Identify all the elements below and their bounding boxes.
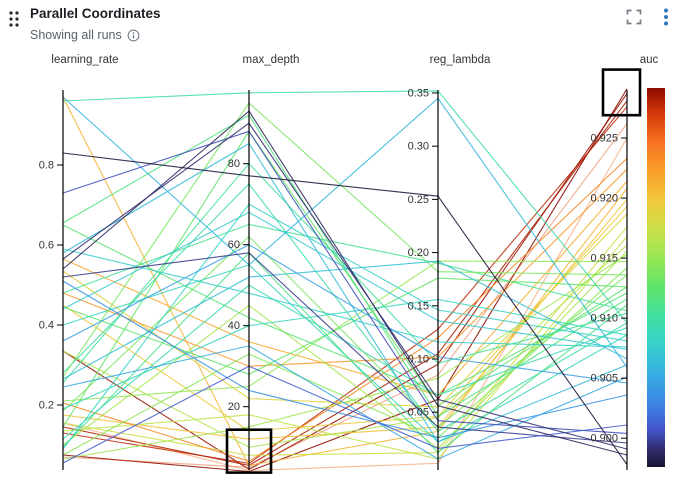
run-line (62, 137, 628, 472)
run-line (62, 277, 628, 375)
axis-auc[interactable]: 0.900 0.905 0.910 0.915 0.920 0.925 auc (590, 54, 659, 470)
tick-label: 0.30 (408, 141, 429, 153)
tick-label: 0.910 (590, 313, 618, 325)
run-line (62, 211, 628, 350)
tick-label: 0.920 (590, 193, 618, 205)
run-line (62, 198, 628, 440)
tick-label: 0.15 (408, 300, 429, 312)
tick-label: 0.4 (39, 320, 54, 332)
axis-max_depth[interactable]: 20 40 60 80 max_depth (228, 54, 300, 470)
run-line (62, 90, 628, 324)
axis-reg_lambda[interactable]: 0.05 0.10 0.15 0.20 0.25 0.30 0.35 reg_lambda (408, 54, 491, 470)
run-line (62, 158, 628, 462)
run-line (62, 96, 628, 467)
tick-label: 60 (228, 239, 240, 251)
tick-label: 0.10 (408, 353, 429, 365)
axis-title-reg_lambda[interactable]: reg_lambda (430, 54, 491, 66)
run-line (62, 267, 628, 456)
run-line (62, 252, 628, 454)
run-line (62, 142, 628, 443)
run-line (62, 110, 628, 456)
info-icon[interactable] (127, 29, 140, 42)
run-line (62, 123, 628, 468)
run-line (62, 248, 628, 348)
brush-max_depth[interactable] (225, 428, 273, 474)
run-line (62, 100, 628, 466)
tick-label: 0.6 (39, 240, 54, 252)
run-line (62, 152, 628, 465)
axis-title-learning_rate[interactable]: learning_rate (51, 54, 118, 66)
tick-label: 80 (228, 158, 240, 170)
kebab-menu-icon[interactable] (660, 7, 672, 27)
run-line (62, 260, 628, 380)
run-line (62, 114, 628, 418)
run-line (62, 252, 628, 444)
run-line (62, 206, 628, 432)
run-line (62, 130, 628, 434)
tick-label: 20 (228, 401, 240, 413)
run-line (62, 345, 628, 460)
tick-label: 0.900 (590, 433, 618, 445)
run-line (62, 244, 628, 448)
panel-title: Parallel Coordinates (30, 6, 161, 21)
drag-handle-icon[interactable] (8, 10, 20, 28)
run-line (62, 260, 628, 402)
fullscreen-icon[interactable] (626, 9, 642, 25)
run-line (62, 183, 628, 433)
tick-label: 0.8 (39, 160, 54, 172)
run-line (62, 168, 628, 367)
run-line (62, 365, 628, 464)
run-line (62, 106, 628, 464)
run-line (62, 96, 628, 368)
run-line (62, 298, 628, 410)
tick-label: 0.905 (590, 373, 618, 385)
axis-title-max_depth[interactable]: max_depth (243, 54, 300, 66)
auc-colorbar (647, 88, 665, 467)
brush-auc[interactable] (601, 68, 642, 117)
axis-learning_rate[interactable]: 0.2 0.4 0.6 0.8 learning_rate (39, 54, 119, 470)
axis-title-auc[interactable]: auc (640, 54, 659, 66)
run-line (62, 244, 628, 384)
tick-label: 0.35 (408, 87, 429, 99)
run-line (62, 203, 628, 450)
run-line (62, 88, 628, 473)
showing-all-runs-label: Showing all runs (30, 28, 122, 42)
run-line (62, 235, 628, 428)
tick-label: 40 (228, 320, 240, 332)
run-lines (62, 88, 628, 473)
run-line (62, 162, 628, 384)
run-line (62, 250, 628, 450)
tick-label: 0.25 (408, 194, 429, 206)
tick-label: 0.20 (408, 247, 429, 259)
run-line (62, 93, 628, 471)
run-line (62, 102, 628, 378)
run-line (62, 180, 628, 396)
tick-label: 0.925 (590, 133, 618, 145)
tick-label: 0.05 (408, 407, 429, 419)
run-line (62, 280, 628, 439)
run-line (62, 223, 628, 312)
run-line (62, 226, 628, 456)
tick-label: 0.2 (39, 400, 54, 412)
tick-label: 0.915 (590, 253, 618, 265)
run-line (62, 122, 628, 450)
run-line (62, 236, 628, 460)
